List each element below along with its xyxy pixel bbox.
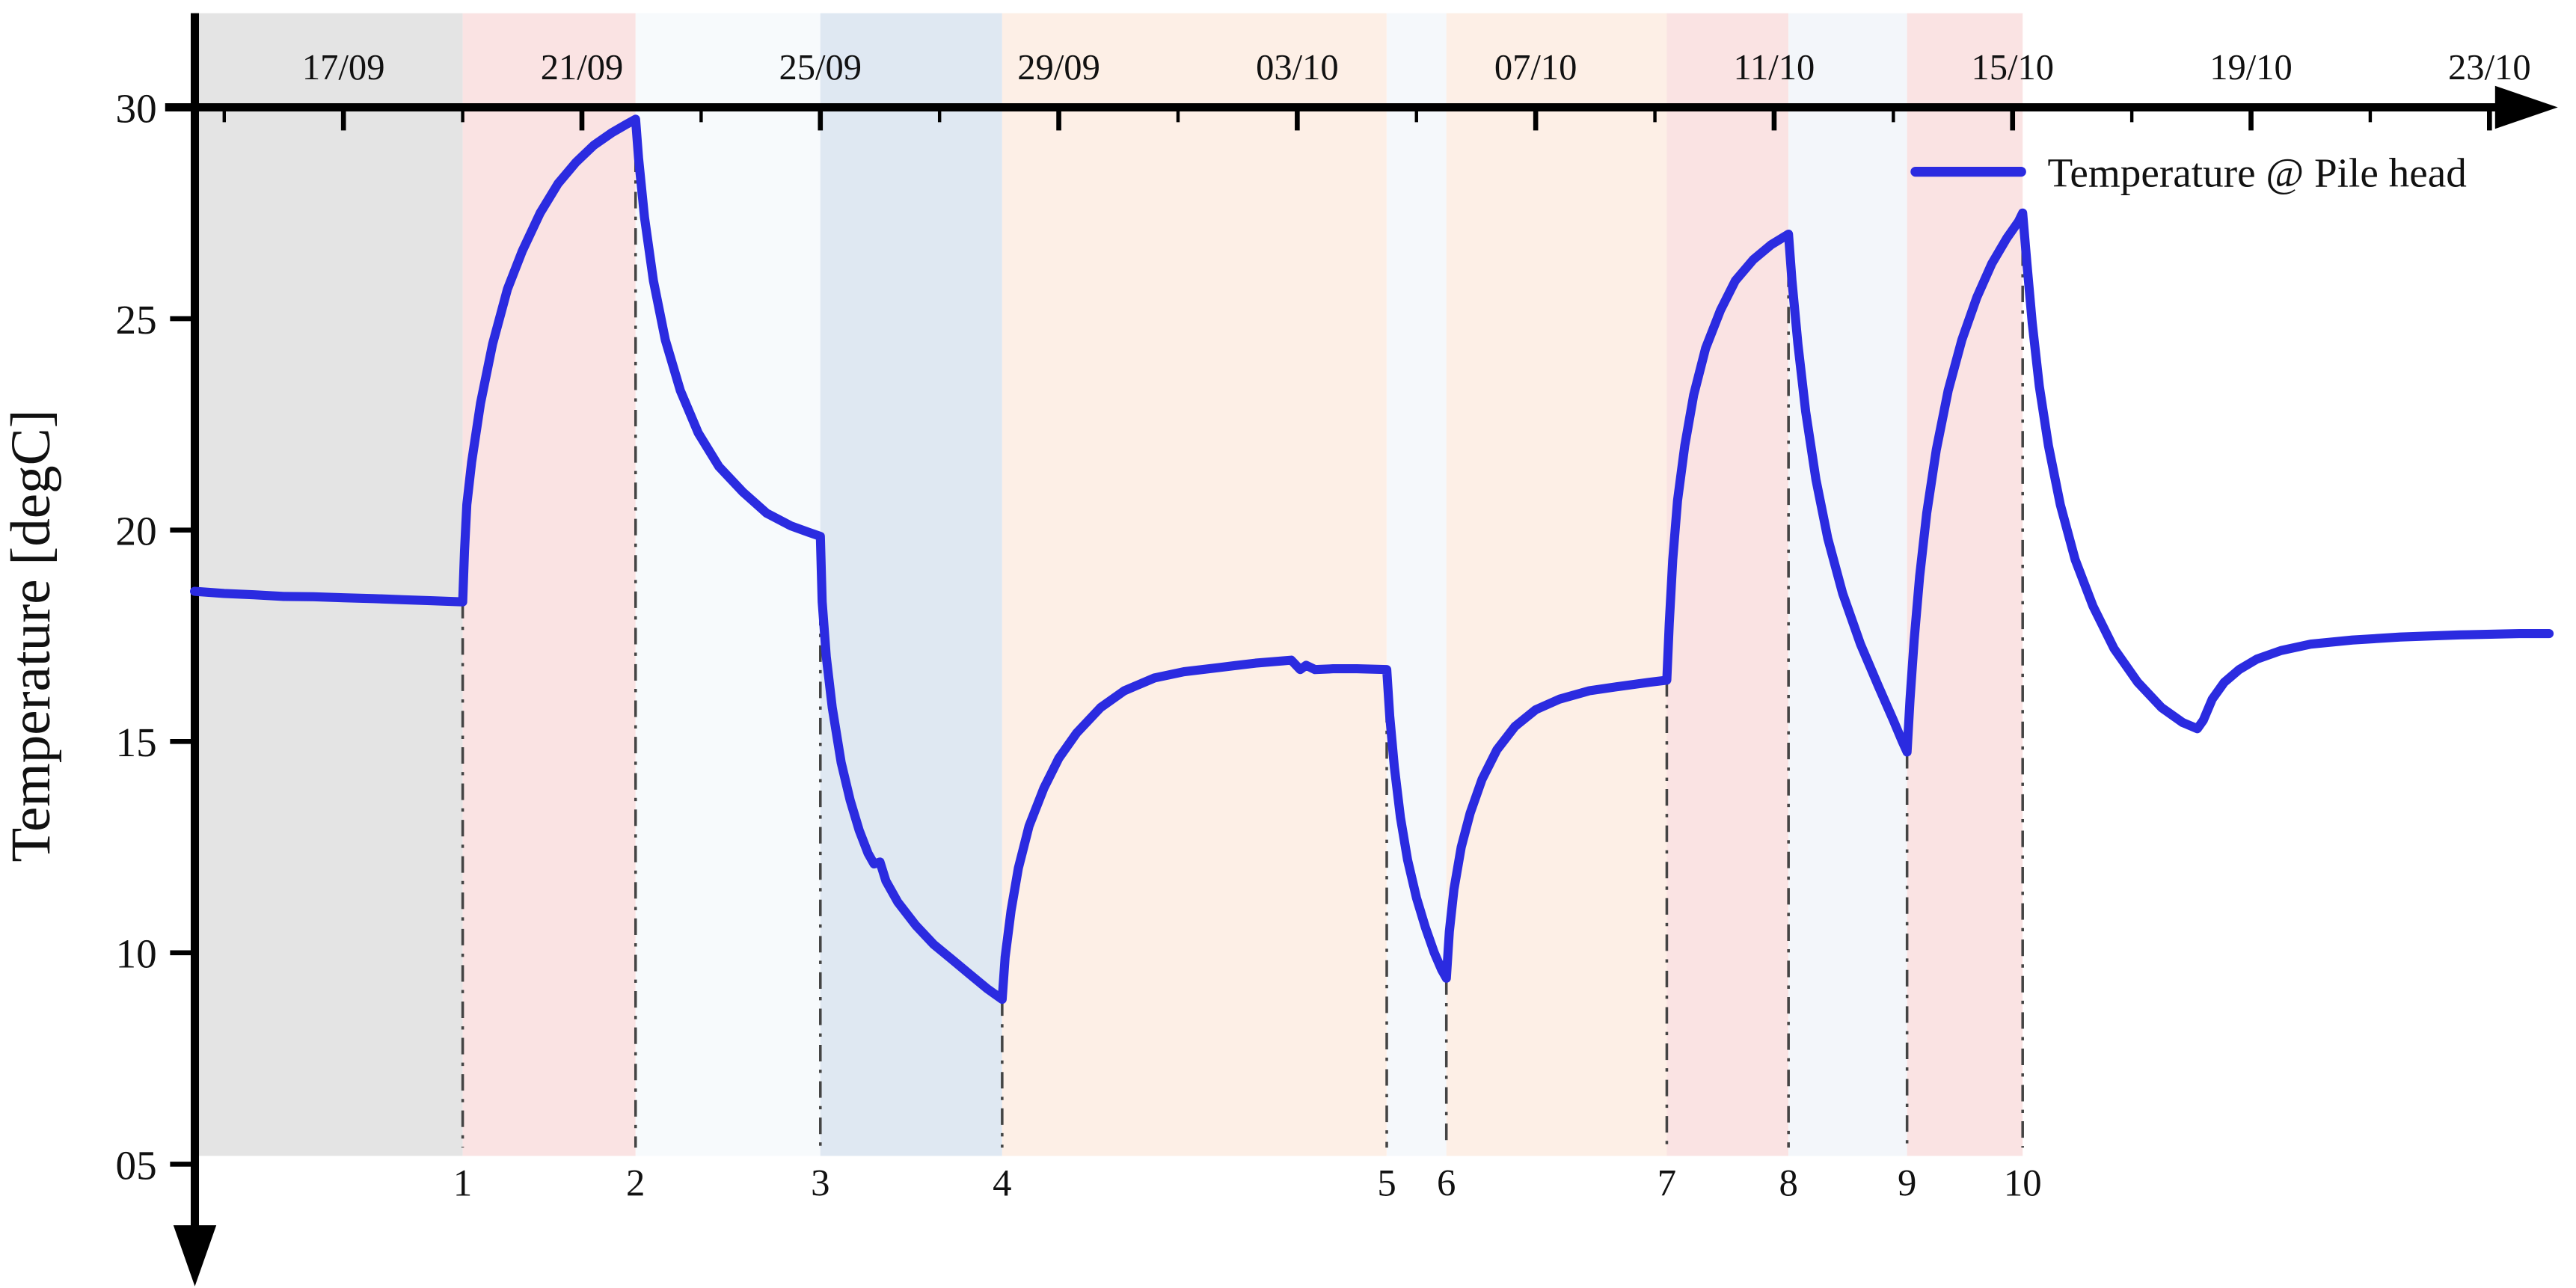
phase-band-9 bbox=[1788, 13, 1907, 1156]
event-number-6: 6 bbox=[1437, 1162, 1456, 1203]
event-number-9: 9 bbox=[1898, 1162, 1916, 1203]
x-tick-label-29/09: 29/09 bbox=[1017, 47, 1100, 88]
phase-band-3 bbox=[635, 13, 821, 1156]
y-tick-label-10: 10 bbox=[116, 931, 157, 977]
x-axis-arrowhead-icon bbox=[2494, 85, 2558, 129]
phase-band-8 bbox=[1666, 13, 1788, 1156]
phase-band-2 bbox=[462, 13, 636, 1156]
phase-bands-layer bbox=[194, 13, 2023, 1156]
x-tick-label-23/10: 23/10 bbox=[2448, 47, 2531, 88]
event-number-3: 3 bbox=[811, 1162, 829, 1203]
phase-band-1 bbox=[194, 13, 463, 1156]
phase-band-4 bbox=[820, 13, 1002, 1156]
x-tick-label-11/10: 11/10 bbox=[1734, 47, 1815, 88]
x-tick-label-19/10: 19/10 bbox=[2209, 47, 2293, 88]
y-tick-label-25: 25 bbox=[116, 297, 157, 343]
x-tick-label-17/09: 17/09 bbox=[302, 47, 385, 88]
x-tick-label-03/10: 03/10 bbox=[1256, 47, 1339, 88]
event-number-1: 1 bbox=[453, 1162, 472, 1203]
phase-band-6 bbox=[1387, 13, 1447, 1156]
y-axis: 30 25 20 15 10 05 Temperature [degC] bbox=[0, 13, 217, 1287]
y-tick-label-05: 05 bbox=[116, 1142, 157, 1188]
event-markers-layer: 1 2 3 4 5 6 7 8 9 10 bbox=[453, 119, 2042, 1203]
phase-band-10 bbox=[1907, 13, 2023, 1156]
event-number-7: 7 bbox=[1657, 1162, 1676, 1203]
event-number-5: 5 bbox=[1377, 1162, 1396, 1203]
y-axis-title: Temperature [degC] bbox=[0, 409, 62, 862]
event-number-10: 10 bbox=[2004, 1162, 2042, 1203]
x-tick-label-21/09: 21/09 bbox=[541, 47, 624, 88]
x-axis-ticks bbox=[222, 107, 2492, 131]
event-number-2: 2 bbox=[626, 1162, 645, 1203]
y-tick-label-20: 20 bbox=[116, 509, 157, 554]
x-tick-label-07/10: 07/10 bbox=[1494, 47, 1577, 88]
phase-band-5 bbox=[1002, 13, 1387, 1156]
legend-label: Temperature @ Pile head bbox=[2048, 150, 2467, 195]
legend: Temperature @ Pile head bbox=[1910, 150, 2467, 195]
y-tick-label-30: 30 bbox=[116, 85, 157, 131]
event-number-8: 8 bbox=[1779, 1162, 1797, 1203]
y-axis-arrowhead-icon bbox=[173, 1225, 217, 1287]
phase-band-7 bbox=[1446, 13, 1667, 1156]
temperature-line bbox=[189, 114, 2554, 1005]
temperature-series bbox=[189, 114, 2554, 1005]
y-tick-label-15: 15 bbox=[116, 720, 157, 765]
event-number-4: 4 bbox=[993, 1162, 1011, 1203]
x-tick-label-15/10: 15/10 bbox=[1971, 47, 2054, 88]
y-axis-tick-labels: 30 25 20 15 10 05 bbox=[116, 85, 157, 1188]
x-axis-tick-labels: 17/09 21/09 25/09 29/09 03/10 07/10 11/10 15/10… bbox=[302, 47, 2531, 88]
x-tick-label-25/09: 25/09 bbox=[779, 47, 862, 88]
x-axis: 17/09 21/09 25/09 29/09 03/10 07/10 11/10 15/10… bbox=[165, 47, 2558, 131]
y-axis-ticks bbox=[170, 105, 195, 1167]
